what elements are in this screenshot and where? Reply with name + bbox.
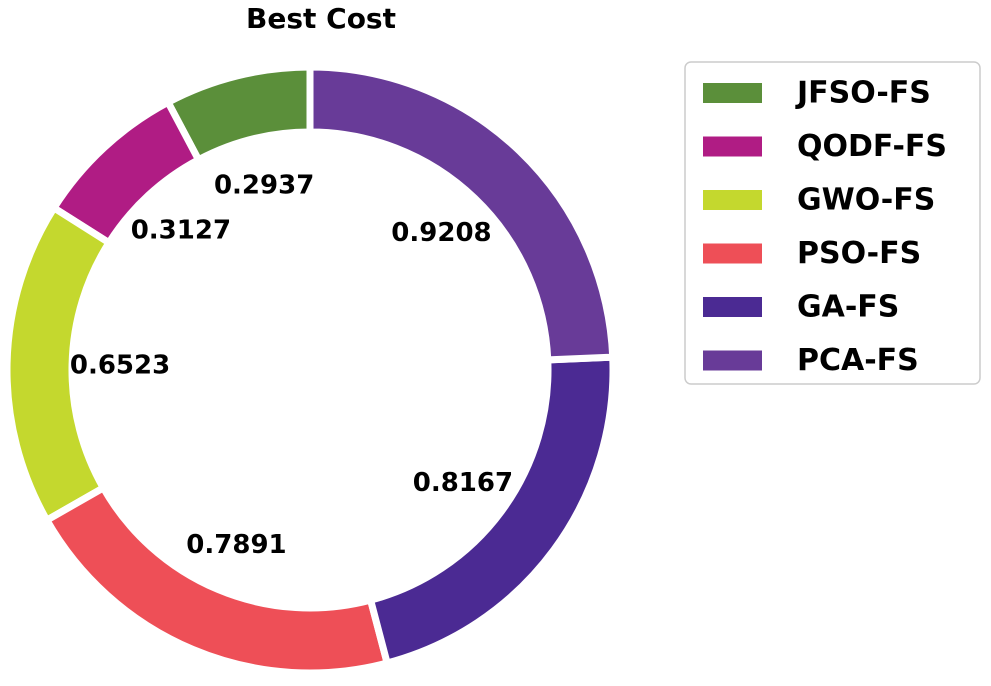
slice-label-pso-fs: 0.7891 bbox=[186, 530, 286, 560]
legend-label-pca-fs: PCA-FS bbox=[797, 343, 919, 378]
legend-label-jfso-fs: JFSO-FS bbox=[795, 76, 931, 111]
legend: JFSO-FS QODF-FS GWO-FS PSO-FS GA-FS PCA-FS bbox=[684, 61, 981, 385]
slice-label-jfso-fs: 0.2937 bbox=[214, 171, 314, 201]
slice-labels: 0.2937 0.3127 0.6523 0.7891 0.8167 0.9208 bbox=[70, 171, 513, 561]
legend-label-gwo-fs: GWO-FS bbox=[797, 183, 935, 218]
legend-swatch-ga-fs bbox=[703, 297, 762, 317]
legend-swatch-jfso-fs bbox=[703, 83, 762, 103]
slice-label-gwo-fs: 0.6523 bbox=[70, 351, 170, 381]
legend-label-qodf-fs: QODF-FS bbox=[797, 129, 947, 164]
slice-label-ga-fs: 0.8167 bbox=[413, 468, 513, 498]
slice-label-qodf-fs: 0.3127 bbox=[131, 216, 231, 246]
chart-title: Best Cost bbox=[246, 2, 396, 35]
legend-label-pso-fs: PSO-FS bbox=[797, 236, 921, 271]
slice-pca-fs bbox=[306, 63, 617, 364]
legend-label-ga-fs: GA-FS bbox=[797, 290, 899, 325]
legend-swatch-gwo-fs bbox=[703, 190, 762, 210]
legend-swatch-pso-fs bbox=[703, 243, 762, 264]
slice-ga-fs bbox=[366, 353, 617, 668]
slice-label-pca-fs: 0.9208 bbox=[391, 218, 491, 248]
legend-swatch-pca-fs bbox=[703, 350, 762, 371]
legend-swatch-qodf-fs bbox=[703, 136, 762, 157]
donut-slices bbox=[3, 63, 617, 677]
legend-items: JFSO-FS QODF-FS GWO-FS PSO-FS GA-FS PCA-FS bbox=[703, 76, 947, 378]
slice-pso-fs bbox=[42, 483, 392, 677]
